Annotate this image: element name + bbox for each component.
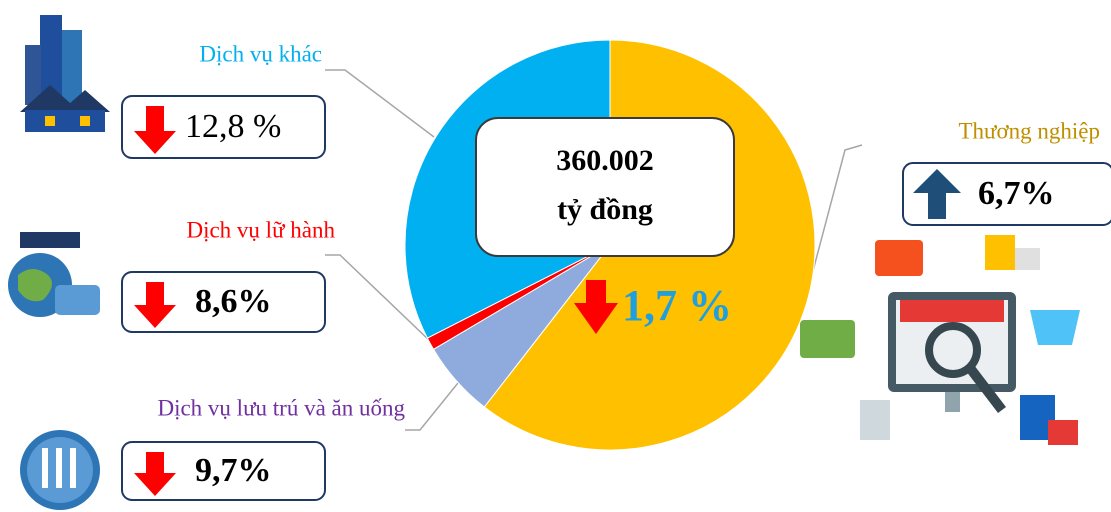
building-icon [20, 15, 110, 132]
trend-arrow [928, 192, 946, 219]
shop-icon [800, 235, 1080, 445]
category-label: Thương nghiệp [958, 118, 1100, 143]
total-value: 360.002 [556, 144, 654, 177]
trend-arrow [146, 452, 164, 474]
trend-arrow [146, 106, 164, 132]
category-label: Dịch vụ khác [199, 41, 322, 66]
change-value: 8,6% [195, 283, 272, 320]
change-value: 12,8 % [185, 108, 281, 145]
travel-icon [8, 232, 100, 317]
change-value: 6,7% [978, 175, 1055, 212]
change-value: 9,7% [195, 452, 272, 489]
total-box [476, 118, 734, 256]
category-label: Dịch vụ lữ hành [186, 217, 335, 242]
category-label: Dịch vụ lưu trú và ăn uống [157, 395, 405, 420]
total-unit: tỷ đồng [557, 193, 653, 226]
trend-arrow [146, 282, 164, 306]
center-change: 1,7 % [622, 281, 732, 330]
food-icon [20, 430, 100, 510]
infographic: 360.002 tỷ đồng 1,7 % Thương nghiệp 6,7% D… [0, 0, 1111, 512]
